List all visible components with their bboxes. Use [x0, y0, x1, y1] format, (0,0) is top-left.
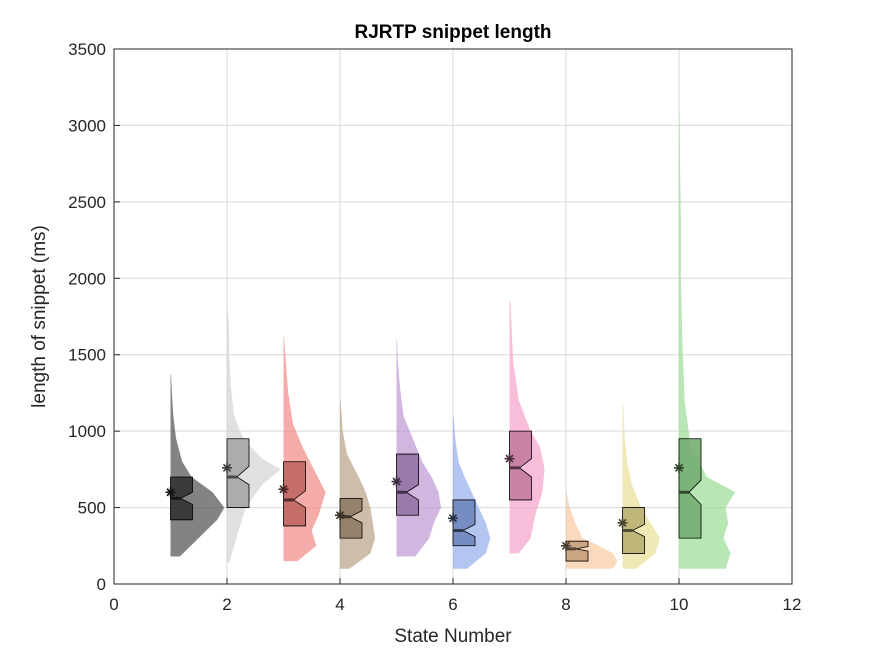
y-tick-label: 1500 — [68, 346, 106, 365]
mean-marker-state-10 — [674, 462, 684, 473]
box-state-4 — [339, 498, 363, 539]
box-state-5 — [396, 453, 419, 516]
mean-marker-state-5 — [391, 476, 402, 487]
y-tick-label: 3000 — [68, 116, 106, 135]
box-state-6 — [452, 499, 476, 547]
box-state-7 — [509, 430, 532, 501]
box-state-1 — [170, 476, 193, 521]
mean-marker-state-9 — [617, 517, 628, 528]
box-state-8 — [565, 540, 589, 562]
mean-marker-state-2 — [222, 462, 232, 473]
x-tick-label: 12 — [783, 595, 802, 614]
y-tick-label: 1000 — [68, 422, 106, 441]
box-state-3 — [283, 461, 306, 527]
mean-marker-state-3 — [278, 484, 289, 495]
y-tick-label: 2000 — [68, 269, 106, 288]
x-axis-label: State Number — [394, 626, 512, 647]
x-tick-label: 0 — [109, 595, 118, 614]
x-tick-label: 8 — [561, 595, 570, 614]
mean-marker-state-1 — [165, 487, 176, 498]
y-tick-label: 2500 — [68, 193, 106, 212]
y-tick-label: 500 — [78, 499, 106, 518]
x-axis-ticks: 0 2 4 6 8 10 12 — [109, 578, 801, 614]
x-tick-label: 2 — [222, 595, 231, 614]
x-tick-label: 10 — [670, 595, 689, 614]
box-state-10 — [678, 438, 702, 539]
y-axis-label: length of snippet (ms) — [29, 225, 50, 408]
mean-marker-state-8 — [561, 540, 571, 551]
y-tick-label: 3500 — [68, 40, 106, 59]
y-axis-ticks: 0 500 1000 1500 2000 2500 3000 3500 — [68, 40, 120, 594]
chart-title: RJRTP snippet length — [354, 22, 551, 43]
x-tick-label: 4 — [335, 595, 344, 614]
mean-marker-state-4 — [335, 510, 345, 521]
box-state-2 — [226, 438, 250, 508]
y-tick-label: 0 — [97, 575, 106, 594]
mean-marker-state-7 — [504, 453, 515, 464]
box-plots — [165, 430, 702, 562]
mean-marker-state-6 — [448, 513, 458, 524]
x-tick-label: 6 — [448, 595, 457, 614]
box-state-9 — [622, 507, 645, 554]
